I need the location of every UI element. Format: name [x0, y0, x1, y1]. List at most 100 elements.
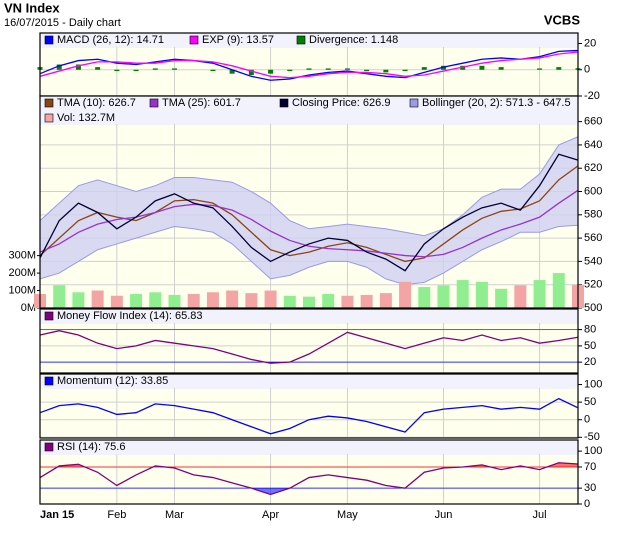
y-tick-label: 600 — [584, 185, 602, 197]
bar — [210, 69, 216, 72]
legend-strip — [40, 309, 578, 324]
legend-strip — [40, 33, 578, 48]
bar — [437, 285, 450, 308]
bar — [110, 295, 123, 308]
legend-swatch — [44, 311, 54, 321]
bar — [344, 68, 350, 70]
series-line — [39, 462, 579, 496]
y-tick-label: 80 — [584, 324, 596, 336]
y-tick-label: 30 — [584, 482, 596, 494]
bar — [402, 69, 408, 72]
y-tick-label: 560 — [584, 232, 602, 244]
legend-label: TMA (10): 626.7 — [57, 97, 136, 109]
panel-frame — [39, 439, 579, 505]
panel-frame — [39, 308, 579, 374]
bar — [514, 285, 527, 308]
x-tick-label: Jan 15 — [40, 509, 74, 521]
series-line — [39, 330, 579, 364]
legend-label: Vol: 132.7M — [57, 112, 115, 124]
series-line — [39, 153, 579, 272]
legend-label: Closing Price: 626.9 — [292, 97, 390, 109]
bar — [248, 69, 254, 75]
legend-label: Divergence: 1.148 — [309, 34, 398, 46]
x-tick-label: May — [337, 509, 358, 521]
legend-swatch — [44, 113, 54, 123]
y-tick-label: 20 — [584, 356, 596, 368]
legend-strip — [40, 96, 578, 125]
bar — [383, 69, 389, 73]
chart-title: VN Index — [4, 0, 60, 15]
bar — [91, 290, 104, 308]
bar — [498, 67, 504, 70]
bar — [537, 68, 543, 70]
series-line — [39, 49, 579, 81]
bar — [556, 67, 562, 70]
bar — [495, 288, 508, 308]
bar — [325, 68, 331, 70]
bar — [341, 295, 354, 308]
legend-swatch — [149, 98, 159, 108]
bollinger-upper — [39, 136, 579, 237]
y2-tick-label: 300M — [8, 250, 36, 262]
bar — [206, 292, 219, 308]
legend-label: EXP (9): 13.57 — [202, 34, 274, 46]
y-tick-label: 660 — [584, 116, 602, 128]
y-tick-label: 0 — [584, 498, 590, 510]
legend-swatch — [296, 35, 306, 45]
x-tick-label: Apr — [262, 509, 279, 521]
bollinger-lower — [39, 224, 579, 286]
y-tick-label: 0 — [584, 414, 590, 426]
legend-label: RSI (14): 75.6 — [57, 441, 125, 453]
bar — [172, 68, 177, 70]
bar — [552, 273, 565, 308]
chart-subtitle: 16/07/2015 - Daily chart — [4, 17, 121, 29]
legend-swatch — [279, 98, 289, 108]
bar — [114, 69, 120, 72]
bar — [360, 294, 373, 308]
bar — [226, 290, 239, 308]
x-tick-label: Jun — [435, 509, 453, 521]
bar — [149, 292, 162, 308]
bar — [229, 69, 235, 74]
bar — [364, 69, 370, 72]
y-tick-label: 70 — [584, 461, 596, 473]
y-tick-label: 580 — [584, 209, 602, 221]
bar — [130, 294, 143, 308]
bar — [283, 295, 296, 308]
y-tick-label: 100 — [584, 445, 602, 457]
bar — [479, 65, 485, 70]
y2-tick-label: 200M — [8, 267, 36, 279]
y-tick-label: 500 — [584, 302, 602, 314]
bar — [456, 280, 469, 308]
bar — [245, 293, 258, 308]
bar — [133, 69, 139, 72]
bar — [421, 67, 427, 70]
bar — [56, 64, 62, 70]
legend-swatch — [189, 35, 199, 45]
y-tick-label: 50 — [584, 396, 596, 408]
legend-label: Momentum (12): 33.85 — [57, 375, 168, 387]
legend-swatch — [44, 98, 54, 108]
legend-label: TMA (25): 601.7 — [162, 97, 241, 109]
legend-label: MACD (26, 12): 14.71 — [57, 34, 164, 46]
y-tick-label: 520 — [584, 279, 602, 291]
legend-swatch — [44, 376, 54, 386]
legend-swatch — [409, 98, 419, 108]
bar — [268, 69, 274, 74]
bar — [418, 287, 431, 308]
bar — [152, 68, 158, 70]
brand: VCBS — [544, 12, 580, 27]
legend-swatch — [44, 442, 54, 452]
y-tick-label: 640 — [584, 139, 602, 151]
legend-label: Bollinger (20, 2): 571.3 - 647.5 — [422, 97, 571, 109]
y2-tick-label: 100M — [8, 284, 36, 296]
bar — [379, 293, 392, 308]
legend-strip — [40, 374, 578, 389]
bar — [53, 285, 66, 308]
y-tick-label: 20 — [584, 37, 596, 49]
series-line — [39, 189, 579, 258]
bar — [475, 281, 488, 308]
legend-swatch — [44, 35, 54, 45]
series-line — [39, 165, 579, 263]
